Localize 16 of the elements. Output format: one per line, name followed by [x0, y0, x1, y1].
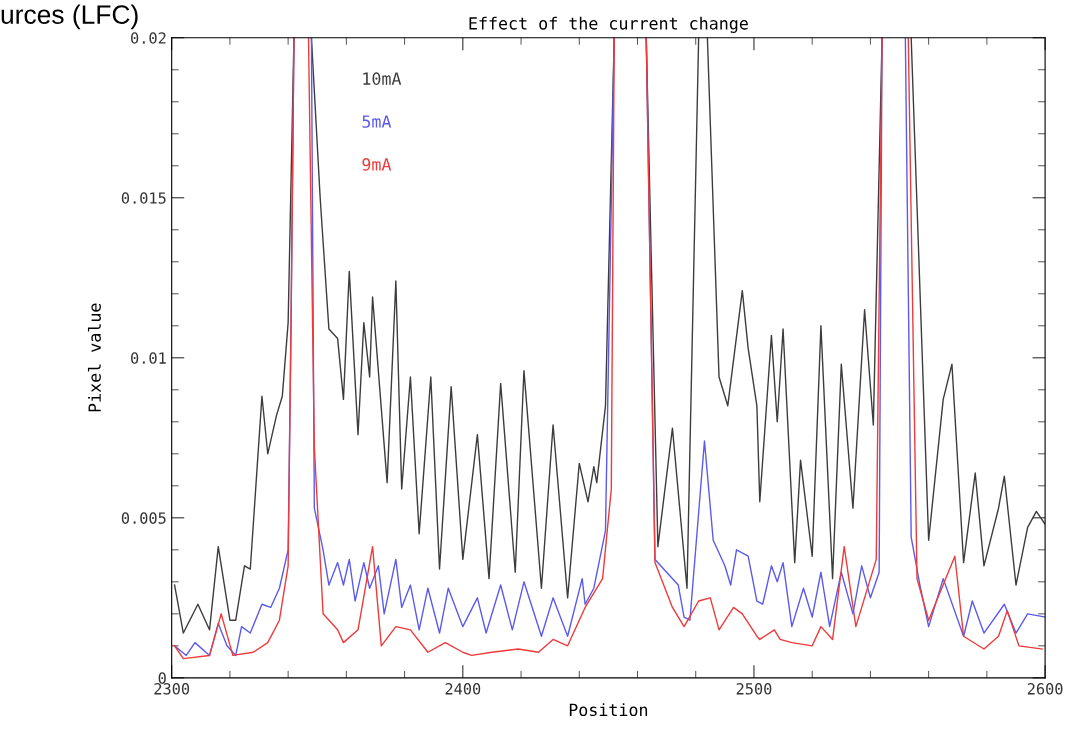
- text: 10mA: [363, 72, 402, 85]
- text: 5mA: [362, 115, 392, 128]
- y-axis-title: Pixel value: [87, 303, 101, 412]
- y-tick-label: 0.02: [131, 32, 166, 44]
- y-tick-label: 0.015: [121, 192, 166, 204]
- text: urces (LFC): [1, 4, 138, 30]
- x-tick-label: 2500: [736, 683, 772, 695]
- y-tick-label: 0: [158, 672, 166, 684]
- y-tick-label: 0.01: [131, 352, 166, 364]
- chart-title: Effect of the current change: [469, 16, 748, 33]
- y-tick-label: 0.005: [121, 512, 166, 524]
- x-axis-title: Position: [569, 703, 648, 717]
- x-tick-label: 2300: [154, 683, 190, 695]
- x-tick-label: 2400: [445, 683, 481, 695]
- x-tick-label: 2600: [1027, 683, 1063, 695]
- text: 9mA: [362, 158, 392, 171]
